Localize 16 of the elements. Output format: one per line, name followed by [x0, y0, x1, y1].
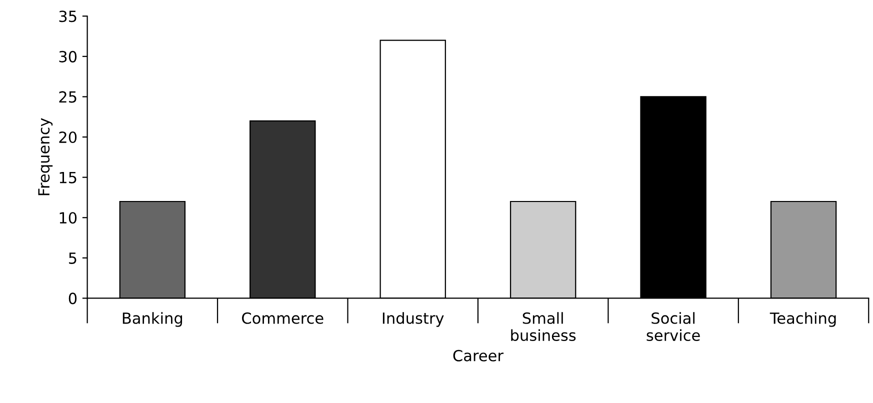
x-axis-title: Career — [453, 350, 504, 362]
y-tick-label: 30 — [59, 50, 77, 62]
y-tick-label: 20 — [59, 131, 77, 144]
x-tick-label: Commerce — [242, 312, 324, 324]
y-tick-label: 10 — [60, 212, 77, 224]
x-tick-label: Social service — [646, 312, 700, 342]
x-tick-label: Banking — [122, 312, 182, 327]
x-tick-label: Industry — [382, 312, 444, 327]
x-tick-label: Teaching — [770, 312, 836, 327]
y-axis-title: Frequency — [38, 118, 53, 196]
y-tick-label: 25 — [59, 91, 76, 103]
y-tick-label: 5 — [69, 252, 76, 264]
x-tick-label: Small business — [511, 312, 576, 342]
y-tick-label: 0 — [68, 292, 77, 304]
y-tick-label: 35 — [59, 10, 76, 22]
y-tick-label: 15 — [60, 172, 76, 184]
